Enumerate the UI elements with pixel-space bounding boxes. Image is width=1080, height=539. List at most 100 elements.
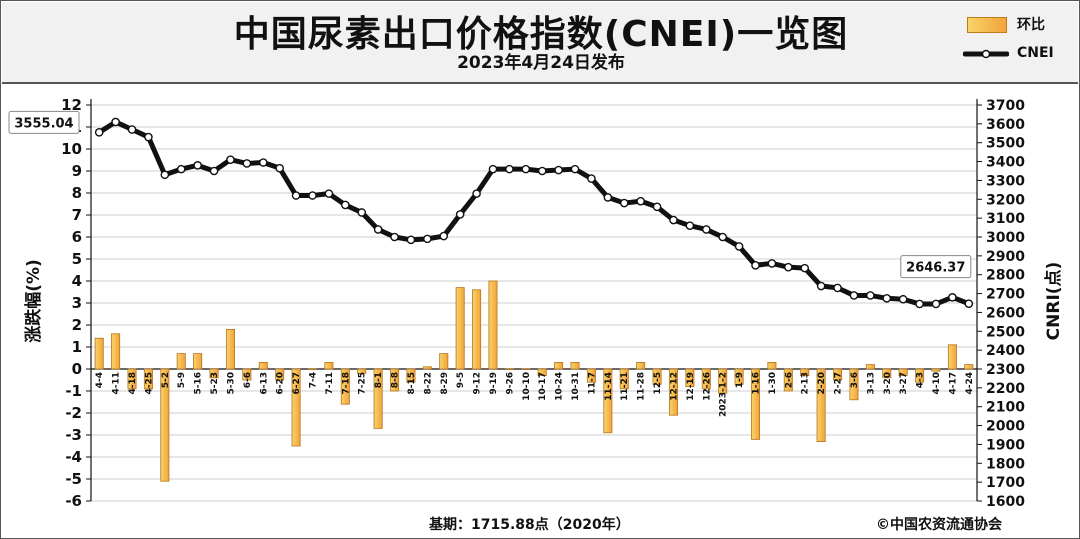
cnei-point: [111, 117, 120, 127]
x-tick-label: 4-11: [112, 372, 122, 395]
legend-bar-swatch: [967, 17, 1007, 33]
left-tick-label: 6: [72, 228, 82, 246]
bar: [586, 368, 596, 383]
cnei-point: [226, 155, 235, 164]
bar: [603, 368, 613, 434]
cnei-point: [176, 164, 186, 174]
bar: [94, 337, 104, 370]
cnei-point: [406, 235, 416, 245]
x-tick-label: 5-9: [177, 372, 187, 388]
right-tick-label: 2600: [986, 305, 1025, 321]
legend-line-swatch: [963, 49, 1009, 59]
cnei-point: [570, 164, 580, 174]
bar: [357, 368, 367, 374]
bar: [373, 368, 383, 429]
cnei-point: [160, 170, 170, 180]
left-tick-label: 5: [72, 250, 82, 268]
x-tick-label: 4-18: [128, 372, 138, 395]
cnei-point: [291, 191, 301, 200]
x-tick-label: 11-28: [637, 372, 647, 401]
cnei-point: [948, 293, 957, 302]
callout-label: 2646.37: [906, 261, 965, 276]
x-tick-label: 2-27: [834, 372, 844, 395]
x-tick-label: 10-10: [522, 372, 532, 401]
bar: [439, 353, 449, 370]
cnei-point: [505, 164, 514, 174]
left-tick-label: -4: [65, 448, 82, 466]
bar: [767, 361, 777, 370]
bar: [783, 368, 793, 392]
x-tick-label: 6-20: [276, 372, 286, 395]
x-tick-label: 4-4: [95, 372, 105, 388]
bar: [636, 361, 646, 370]
left-tick-label: 12: [61, 96, 82, 114]
cnei-point: [603, 193, 613, 202]
x-tick-label: 8-29: [440, 372, 450, 395]
bar: [504, 368, 514, 371]
x-tick-label: 5-30: [226, 372, 236, 395]
right-axis-label: CNRI(点): [1043, 262, 1064, 341]
cnei-point: [275, 163, 284, 173]
right-tick-label: 1600: [986, 494, 1025, 510]
x-tick-label: 11-14: [604, 372, 614, 401]
x-tick-label: 1-9: [735, 372, 745, 388]
footer-base-period: 基期：1715.88点（2020年）: [429, 517, 630, 533]
left-tick-label: 1: [72, 338, 82, 356]
x-tick-label: 8-22: [423, 372, 433, 395]
x-tick-label: 4-10: [932, 372, 942, 395]
left-tick-label: 4: [72, 272, 82, 290]
callout-label: 3555.04: [14, 116, 73, 131]
callout-box: [900, 255, 972, 279]
bar: [619, 368, 629, 390]
right-tick-label: 2300: [986, 362, 1025, 378]
cnei-point: [423, 234, 432, 244]
bar: [554, 361, 564, 370]
left-tick-label: 9: [72, 162, 82, 180]
cnei-point: [488, 164, 498, 174]
bar: [652, 368, 662, 385]
chart-header: [2, 2, 1078, 84]
x-tick-label: 4-3: [916, 372, 926, 388]
cnei-point: [767, 259, 777, 268]
x-tick-label: 10-24: [555, 372, 565, 401]
cnei-point: [587, 174, 596, 183]
x-tick-label: 4-17: [948, 372, 958, 395]
x-tick-label: 3-27: [899, 372, 909, 395]
cnei-point: [751, 260, 760, 270]
x-tick-label: 4-24: [965, 372, 975, 395]
right-tick-label: 1700: [986, 475, 1025, 491]
legend: 环比 CNEI: [959, 9, 1071, 69]
bar: [488, 280, 498, 370]
left-tick-label: -3: [65, 426, 82, 444]
bar: [800, 368, 810, 376]
cnei-point: [341, 200, 350, 210]
right-tick-label: 3300: [986, 173, 1025, 189]
right-tick-label: 2200: [986, 381, 1025, 397]
right-tick-label: 3400: [986, 155, 1025, 171]
cnei-point: [439, 231, 449, 241]
bar: [275, 368, 285, 381]
bar: [718, 368, 728, 394]
x-tick-label: 12-12: [669, 372, 679, 401]
cnei-point: [669, 215, 678, 225]
bar: [242, 368, 252, 381]
bar: [111, 333, 121, 370]
right-tick-label: 1900: [986, 437, 1025, 453]
x-tick-label: 7-11: [325, 372, 335, 395]
x-tick-label: 1-16: [752, 372, 762, 395]
cnei-point: [849, 291, 859, 300]
bar: [193, 353, 203, 370]
cnei-point: [373, 225, 383, 234]
right-tick-label: 3000: [986, 230, 1025, 246]
cnei-point: [915, 299, 924, 309]
x-tick-label: 10-17: [538, 372, 548, 401]
right-tick-label: 2800: [986, 268, 1025, 284]
cnei-point: [472, 189, 481, 198]
chart-subtitle: 2023年4月24日发布: [457, 53, 625, 73]
cnei-point: [800, 263, 810, 273]
left-axis-label: 涨跌幅(%): [23, 259, 44, 343]
cnei-point: [324, 189, 334, 198]
cnei-point: [242, 159, 252, 168]
cnei-point: [144, 132, 153, 142]
bar: [865, 364, 875, 370]
